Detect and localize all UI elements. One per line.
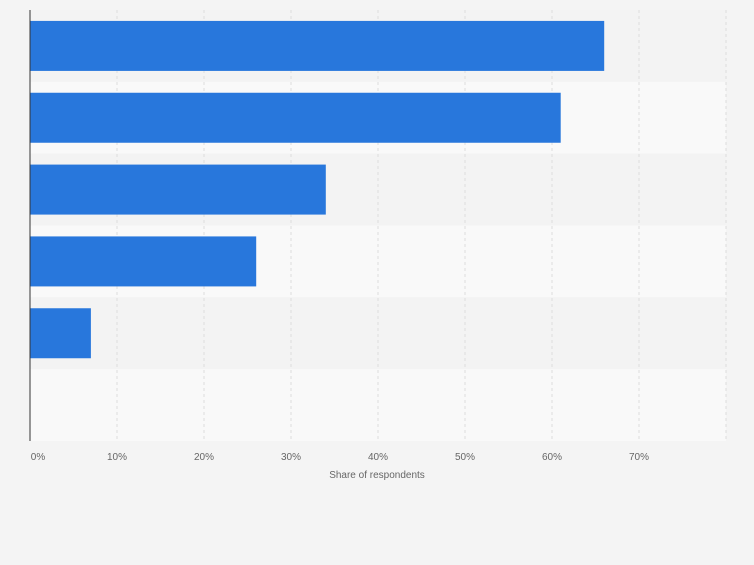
x-axis-title: Share of respondents bbox=[329, 470, 425, 481]
bars bbox=[30, 20, 605, 359]
x-tick-label: 60% bbox=[542, 452, 562, 463]
bar bbox=[30, 236, 257, 287]
bar bbox=[30, 20, 605, 71]
x-tick-label: 0% bbox=[31, 452, 46, 463]
row-band bbox=[30, 297, 726, 370]
x-tick-label: 40% bbox=[368, 452, 388, 463]
row-band bbox=[30, 369, 726, 441]
bar bbox=[30, 164, 326, 215]
x-tick-label: 30% bbox=[281, 452, 301, 463]
bar bbox=[30, 92, 561, 143]
x-tick-label: 10% bbox=[107, 452, 127, 463]
bar bbox=[30, 308, 91, 359]
x-tick-label: 70% bbox=[629, 452, 649, 463]
x-tick-labels: 0% 10% 20% 30% 40% 50% 60% 70% bbox=[31, 452, 649, 463]
row-bands bbox=[30, 10, 726, 441]
x-tick-label: 20% bbox=[194, 452, 214, 463]
x-tick-label: 50% bbox=[455, 452, 475, 463]
